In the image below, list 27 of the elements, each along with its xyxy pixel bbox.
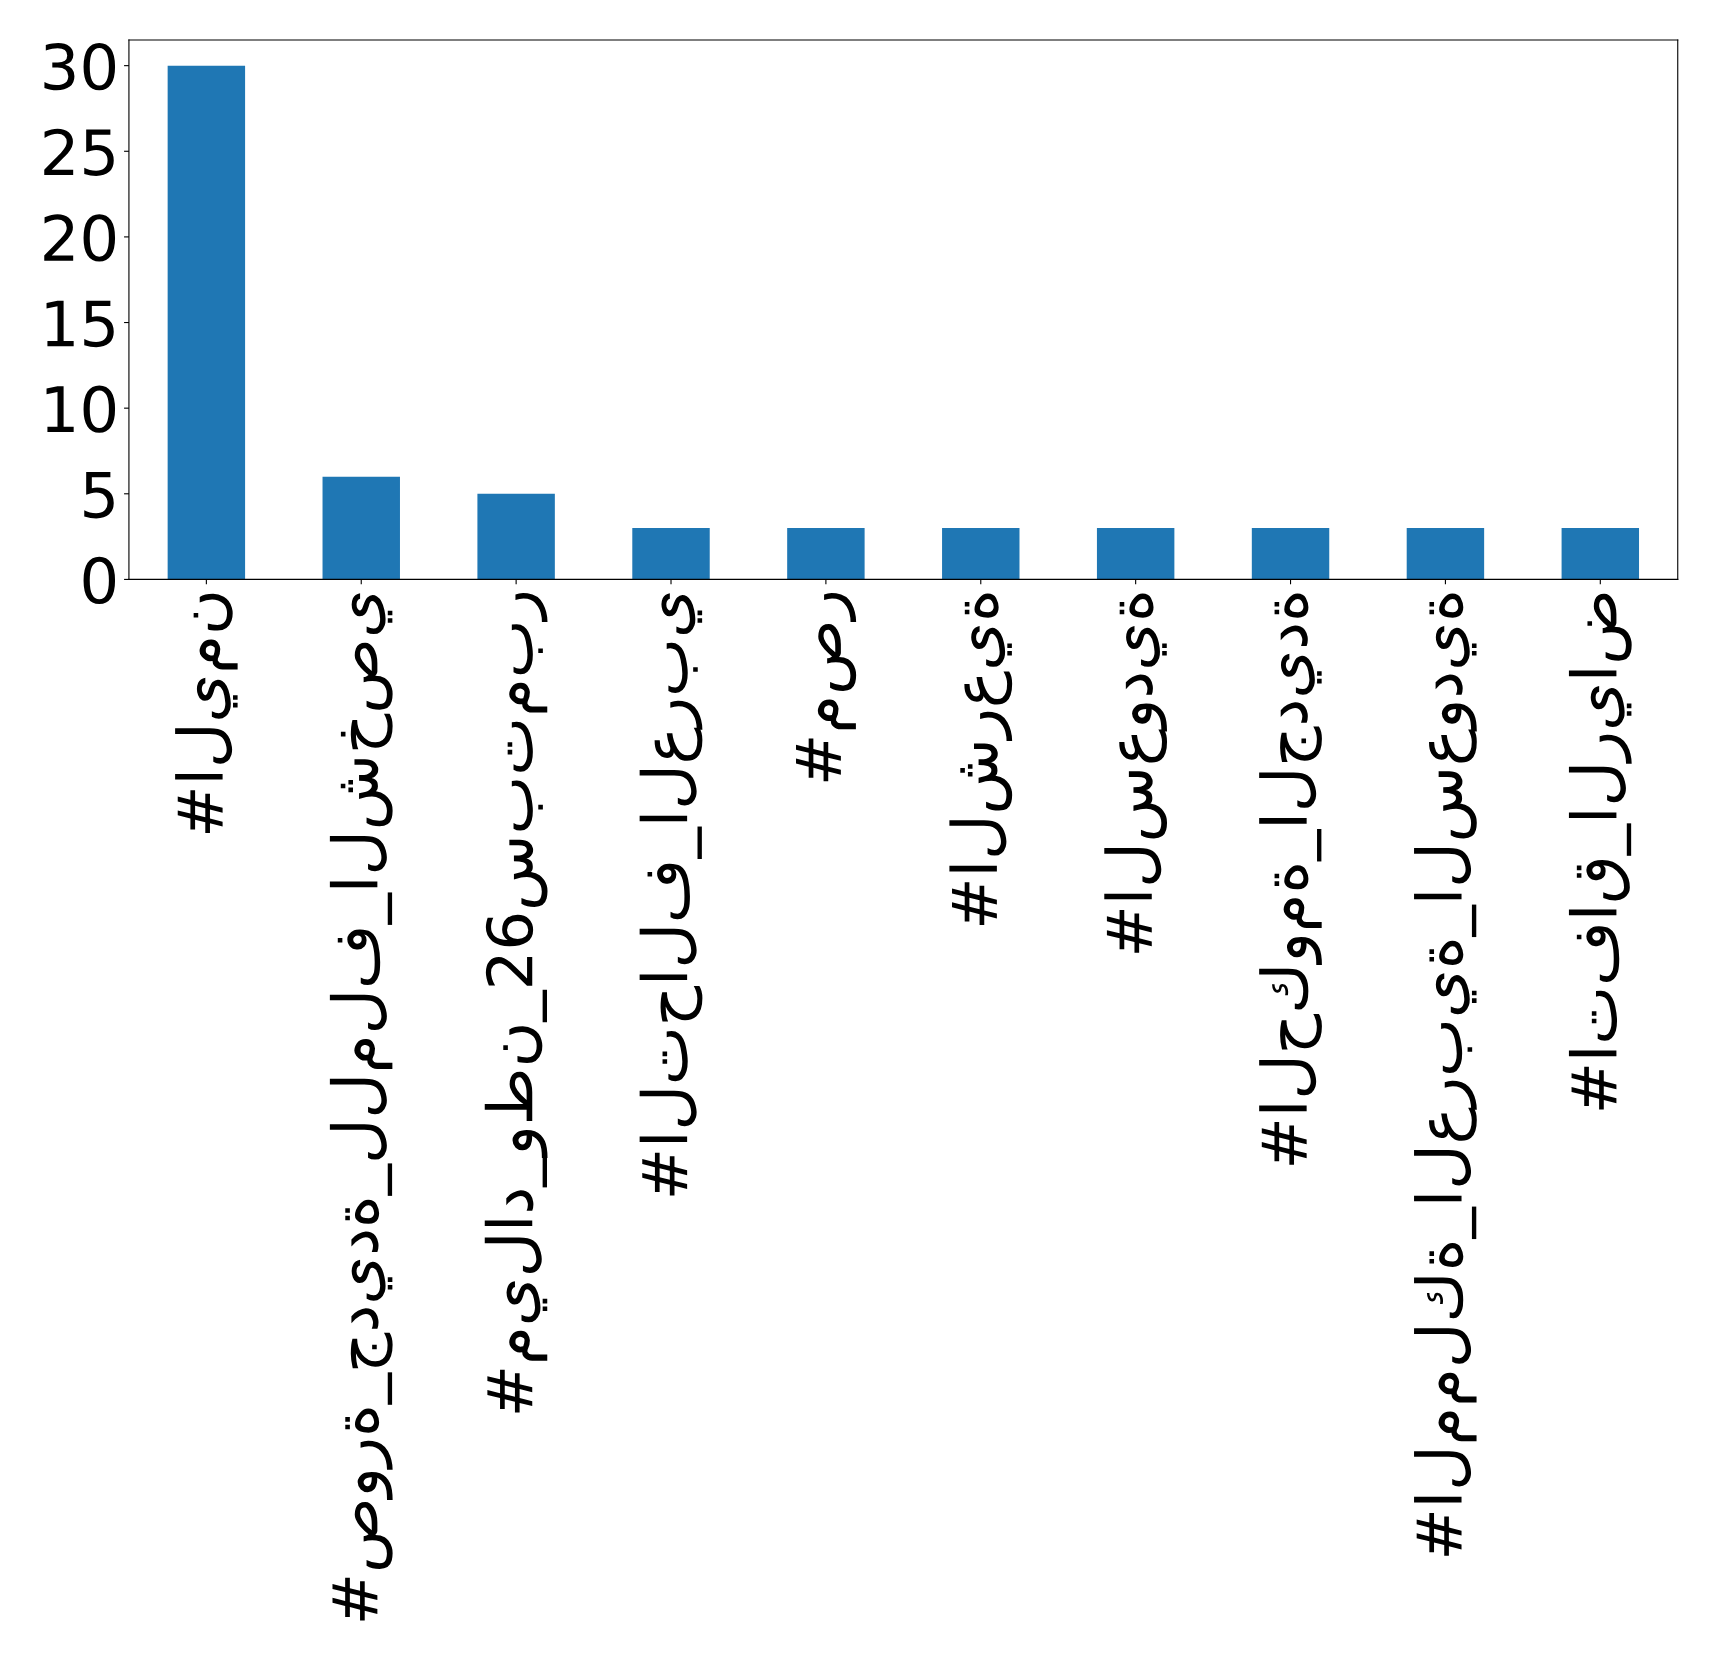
x-tick-label: #المملكة_العربية_السعودية xyxy=(1414,593,1477,1556)
y-tick-label: 20 xyxy=(44,214,116,262)
y-tick-label: 25 xyxy=(44,128,114,176)
bar xyxy=(1406,528,1485,580)
x-tick-label: #التحالف_العربي xyxy=(639,593,703,1196)
bar xyxy=(1096,528,1175,580)
y-tick-label: 30 xyxy=(44,43,116,91)
bar xyxy=(1251,528,1330,580)
y-tick-label: 5 xyxy=(84,471,114,519)
x-tick-label: #الحكومة_الجديدة xyxy=(1259,593,1322,1165)
bar xyxy=(322,476,400,580)
bar xyxy=(1561,528,1640,580)
y-tick-label: 0 xyxy=(83,556,116,605)
x-tick-label: #صورة_جديدة_للملف_الشخصي xyxy=(329,593,393,1621)
x-tick-label: #مصر xyxy=(796,592,857,782)
bar xyxy=(632,528,710,580)
bar xyxy=(942,528,1020,580)
y-tick-label: 15 xyxy=(46,300,114,348)
x-tick-label: #السعودية xyxy=(1104,593,1168,953)
x-tick-label: #ميلاد_وطن_26سبتمبر xyxy=(484,592,548,1413)
y-tick-label: 10 xyxy=(46,385,116,433)
bar xyxy=(167,65,246,580)
x-tick-label: #اتفاق_الرياض xyxy=(1568,593,1632,1110)
bar xyxy=(477,493,555,580)
bar xyxy=(787,528,865,580)
x-tick-label: #اليمن xyxy=(175,593,238,833)
x-tick-label: #الشرعية xyxy=(949,593,1013,925)
